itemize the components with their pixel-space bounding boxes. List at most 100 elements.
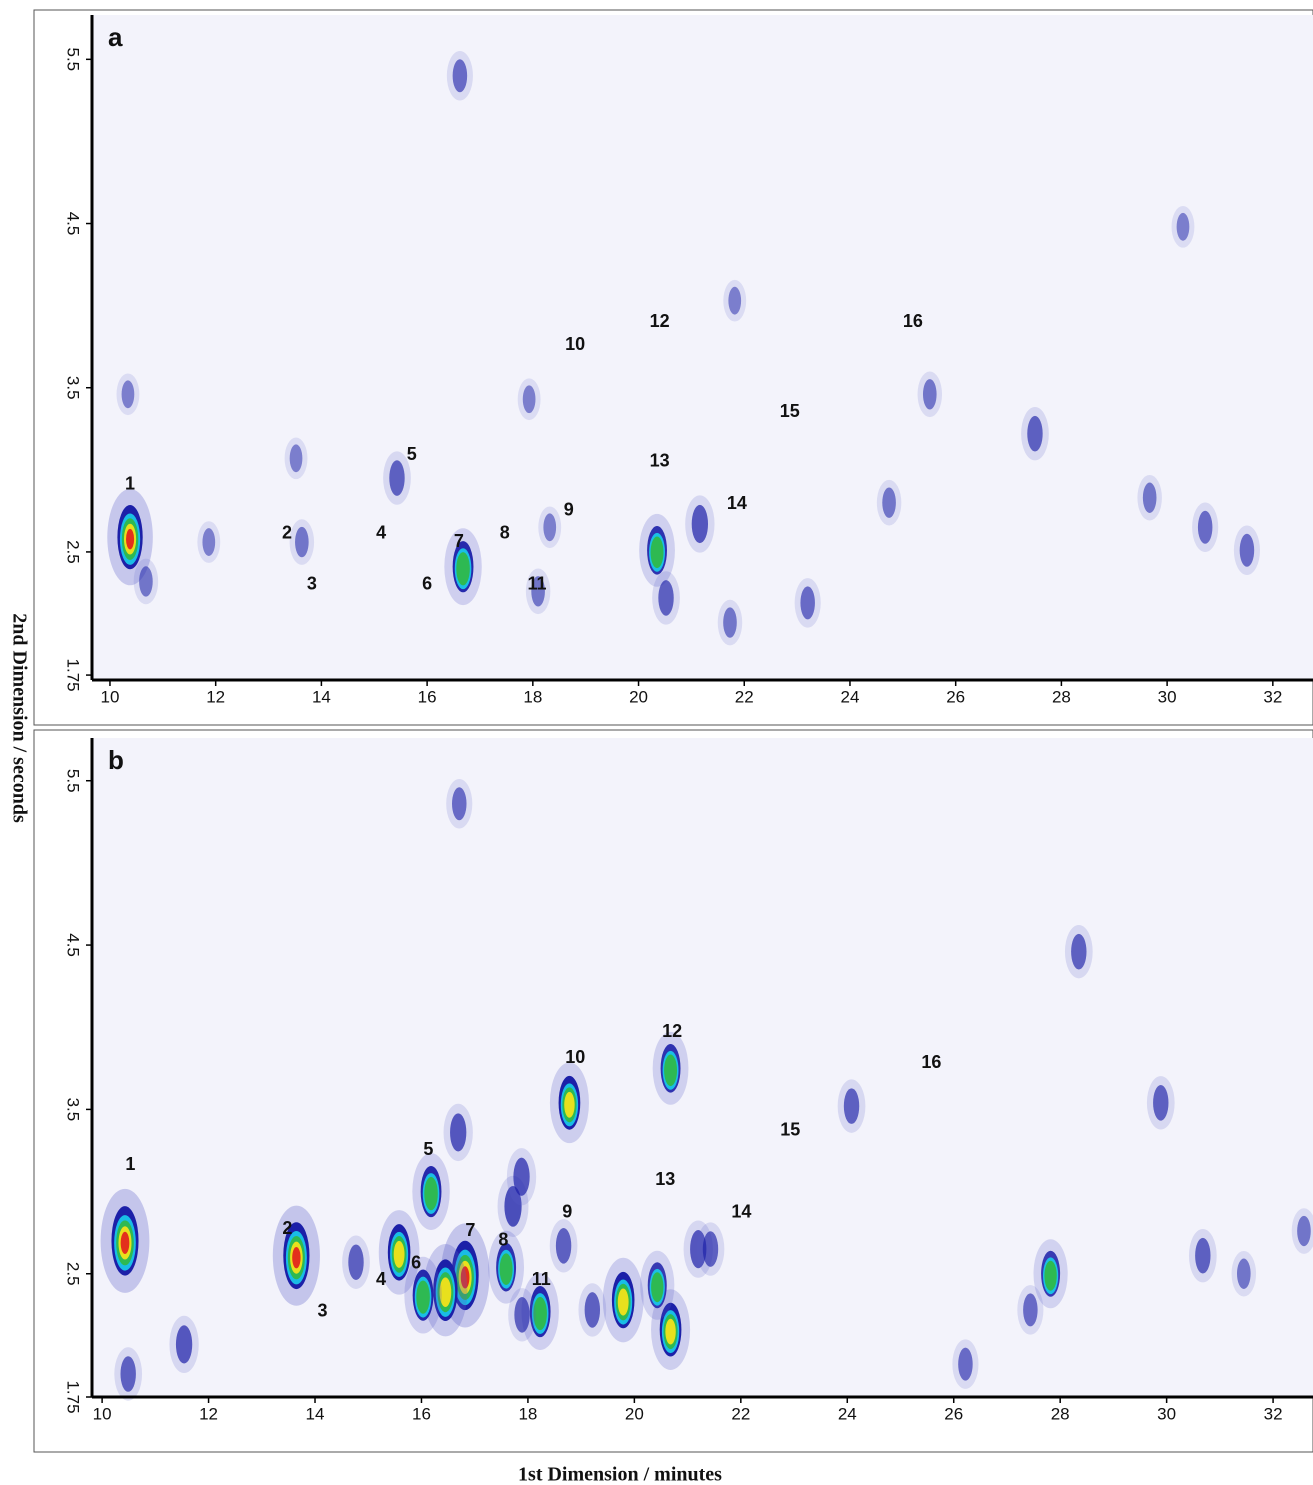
x-tick-label: 28 bbox=[1051, 1404, 1070, 1423]
peak bbox=[389, 460, 405, 496]
peak-label: 6 bbox=[411, 1253, 421, 1273]
x-tick-label: 12 bbox=[206, 687, 225, 706]
peak-label: 8 bbox=[498, 1230, 508, 1250]
peak bbox=[1297, 1215, 1311, 1247]
peak bbox=[958, 1347, 973, 1381]
peak bbox=[120, 1356, 136, 1392]
peak-label: 11 bbox=[532, 1269, 551, 1289]
peak-label: 2 bbox=[282, 523, 292, 543]
x-tick-label: 14 bbox=[306, 1404, 325, 1423]
y-tick-label: 5.5 bbox=[64, 769, 83, 793]
peak-label: 1 bbox=[125, 1154, 135, 1174]
y-tick-label: 3.5 bbox=[64, 376, 83, 400]
x-tick-label: 26 bbox=[944, 1404, 963, 1423]
peak bbox=[665, 1318, 676, 1345]
peak bbox=[702, 1231, 719, 1267]
peak bbox=[202, 528, 216, 556]
peak-label: 12 bbox=[662, 1021, 682, 1041]
y-tick-label: 2.5 bbox=[64, 1262, 83, 1286]
peak bbox=[348, 1244, 364, 1281]
peak bbox=[292, 1246, 301, 1269]
plot-background bbox=[92, 15, 1313, 680]
x-tick-label: 32 bbox=[1264, 1404, 1283, 1423]
peak bbox=[650, 536, 664, 569]
panel-label: b bbox=[108, 745, 124, 775]
peak bbox=[723, 607, 737, 638]
x-axis-title: 1st Dimension / minutes bbox=[518, 1464, 722, 1485]
peak bbox=[1044, 1260, 1057, 1291]
x-tick-label: 10 bbox=[93, 1404, 112, 1423]
peak bbox=[658, 580, 674, 616]
peak-label: 9 bbox=[564, 500, 574, 520]
peak-label: 13 bbox=[650, 450, 670, 470]
peak bbox=[1195, 1237, 1211, 1274]
x-tick-label: 12 bbox=[199, 1404, 218, 1423]
peak bbox=[651, 1272, 664, 1303]
peak bbox=[1027, 415, 1043, 452]
peak-label: 9 bbox=[562, 1202, 572, 1222]
peak bbox=[1237, 1258, 1251, 1289]
peak bbox=[691, 504, 709, 544]
peak-label: 13 bbox=[655, 1169, 675, 1189]
peak bbox=[564, 1091, 575, 1118]
y-tick-label: 2.5 bbox=[64, 540, 83, 564]
peak bbox=[543, 513, 557, 542]
x-tick-label: 32 bbox=[1263, 687, 1282, 706]
x-tick-label: 20 bbox=[625, 1404, 644, 1423]
peak-label: 16 bbox=[903, 311, 923, 331]
peak bbox=[533, 1296, 547, 1331]
peak-label: 4 bbox=[376, 523, 386, 543]
x-tick-label: 10 bbox=[101, 687, 120, 706]
peak bbox=[690, 1229, 707, 1269]
peak bbox=[139, 566, 153, 597]
x-tick-label: 22 bbox=[731, 1404, 750, 1423]
peak-label: 5 bbox=[407, 444, 417, 464]
peak bbox=[424, 1176, 438, 1211]
peak-label: 6 bbox=[422, 574, 432, 594]
peak bbox=[513, 1157, 530, 1196]
peak bbox=[439, 1277, 452, 1307]
peak-label: 3 bbox=[317, 1300, 327, 1320]
peak bbox=[1176, 212, 1190, 241]
x-tick-label: 26 bbox=[946, 687, 965, 706]
peak bbox=[504, 1185, 522, 1227]
y-axis-title: 2nd Dimension / seconds bbox=[8, 613, 30, 823]
peak bbox=[175, 1325, 193, 1364]
y-tick-label: 5.5 bbox=[64, 48, 83, 72]
peak-label: 4 bbox=[376, 1269, 386, 1289]
peak-label: 8 bbox=[500, 523, 510, 543]
peak-label: 14 bbox=[727, 493, 747, 513]
peak bbox=[728, 286, 742, 315]
peak-label: 10 bbox=[565, 1047, 585, 1067]
peak bbox=[584, 1292, 601, 1328]
peak bbox=[289, 444, 303, 473]
y-tick-label: 4.5 bbox=[64, 212, 83, 236]
peak bbox=[882, 487, 896, 518]
peak bbox=[126, 528, 135, 550]
peak-label: 15 bbox=[780, 1120, 800, 1140]
peak bbox=[295, 526, 309, 558]
peak-label: 3 bbox=[307, 574, 317, 594]
x-tick-label: 20 bbox=[629, 687, 648, 706]
peak bbox=[617, 1288, 629, 1316]
x-tick-label: 18 bbox=[523, 687, 542, 706]
peak bbox=[460, 1266, 470, 1289]
peak-label: 10 bbox=[565, 334, 585, 354]
peak bbox=[499, 1253, 513, 1285]
peak bbox=[843, 1088, 860, 1124]
x-tick-label: 22 bbox=[735, 687, 754, 706]
peak-label: 1 bbox=[125, 473, 135, 493]
peak-label: 15 bbox=[780, 401, 800, 421]
peak bbox=[120, 1231, 130, 1254]
panel-frame bbox=[33, 729, 1313, 1453]
peak bbox=[1153, 1085, 1169, 1121]
peak bbox=[1071, 933, 1087, 970]
peak bbox=[452, 787, 467, 821]
peak bbox=[522, 385, 536, 414]
peak-label: 5 bbox=[423, 1139, 433, 1159]
peak bbox=[800, 586, 815, 620]
peak bbox=[922, 379, 937, 410]
peak bbox=[456, 552, 470, 586]
